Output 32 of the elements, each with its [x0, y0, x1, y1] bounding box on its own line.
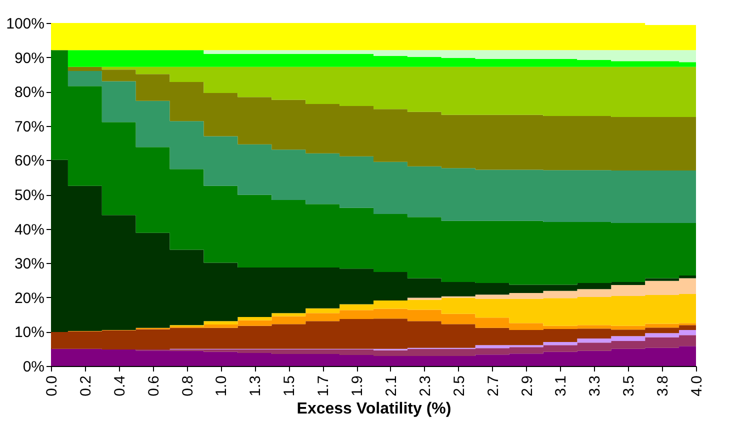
x-tick-label: 0.8 — [179, 376, 196, 396]
x-axis-title: Excess Volatility (%) — [296, 400, 452, 418]
y-tick-label: 100% — [6, 16, 44, 32]
x-tick-label: 2.3 — [416, 376, 434, 396]
x-tick-label: 1.3 — [247, 376, 264, 396]
y-tick-label: 50% — [14, 187, 44, 204]
y-tick-label: 0% — [22, 358, 44, 376]
y-tick-label: 40% — [14, 221, 44, 238]
x-tick-label: 2.1 — [382, 376, 400, 396]
x-tick-label: 1.0 — [213, 376, 230, 396]
y-tick-label: 80% — [14, 84, 44, 102]
x-tick-label: 2.9 — [518, 376, 536, 396]
y-tick-label: 10% — [14, 324, 44, 342]
x-tick-label: 0.2 — [77, 376, 94, 396]
y-tick-label: 30% — [14, 256, 44, 273]
x-tick-label: 1.5 — [281, 376, 298, 396]
y-tick-label: 70% — [14, 118, 44, 136]
x-tick-label: 2.7 — [484, 376, 502, 396]
x-tick-label: 0.4 — [111, 376, 128, 396]
x-tick-label: 2.5 — [450, 376, 468, 396]
x-tick-label: 3.1 — [552, 376, 570, 396]
x-tick-label: 3.3 — [586, 376, 604, 396]
y-tick-label: 90% — [14, 50, 44, 67]
x-tick-label: 0.0 — [44, 376, 60, 396]
x-tick-label: 4.0 — [688, 376, 706, 396]
x-tick-label: 0.6 — [145, 376, 162, 396]
x-tick-label: 1.9 — [349, 376, 366, 396]
y-tick-label: 60% — [14, 152, 44, 170]
y-tick-label: 20% — [14, 290, 44, 307]
x-tick-label: 3.5 — [620, 376, 638, 396]
x-tick-label: 1.7 — [315, 376, 332, 396]
x-tick-label: 3.8 — [654, 376, 672, 396]
